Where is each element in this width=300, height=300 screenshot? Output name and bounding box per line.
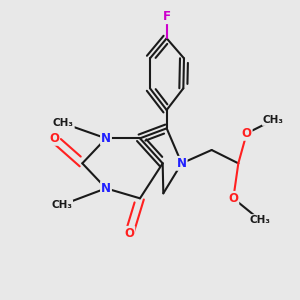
Text: O: O [228,192,238,205]
Text: O: O [49,132,59,145]
Text: N: N [101,132,111,145]
Text: O: O [124,227,134,240]
Text: N: N [101,182,111,195]
Text: CH₃: CH₃ [53,118,74,128]
Text: N: N [177,157,187,170]
Text: CH₃: CH₃ [250,215,271,225]
Text: O: O [242,127,252,140]
Text: F: F [163,10,171,23]
Text: CH₃: CH₃ [263,115,284,125]
Text: CH₃: CH₃ [51,200,72,210]
